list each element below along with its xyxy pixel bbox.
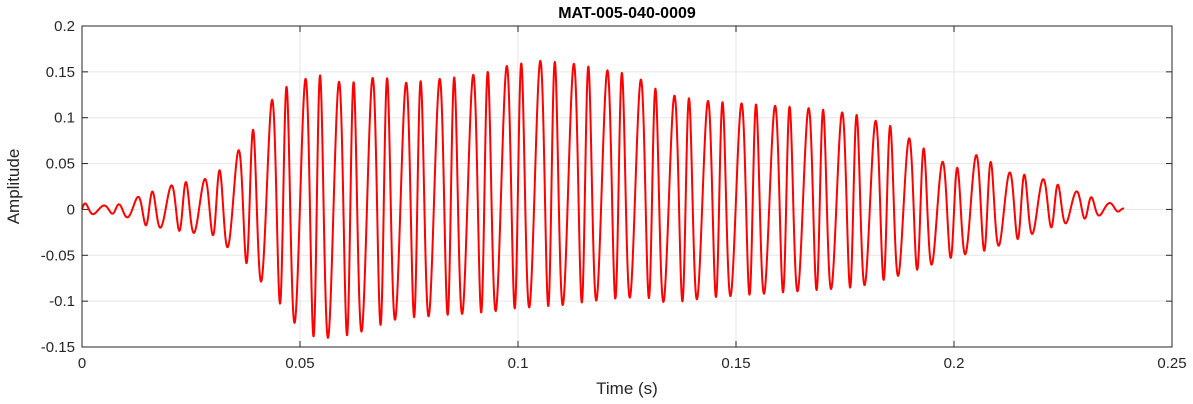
- y-axis: -0.15 -0.1 -0.05 0 0.05 0.1 0.15 0.2: [41, 18, 1172, 356]
- x-tick-label: 0.1: [508, 355, 529, 372]
- series-line: [81, 59, 1125, 339]
- axes-box: [81, 25, 1173, 348]
- x-tick-label: 0.05: [285, 355, 314, 372]
- y-tick-label: 0.15: [46, 64, 75, 81]
- y-tick-label: 0: [67, 201, 75, 218]
- y-tick-label: -0.15: [41, 339, 75, 356]
- y-tick-label: -0.05: [41, 247, 75, 264]
- y-tick-label: 0.1: [54, 110, 75, 127]
- x-tick-label: 0.15: [721, 355, 750, 372]
- chart-title: MAT-005-040-0009: [558, 5, 696, 22]
- y-tick-label: -0.1: [49, 293, 75, 310]
- x-tick-label: 0.2: [944, 355, 965, 372]
- y-tick-label: 0.05: [46, 156, 75, 173]
- y-axis-label: Amplitude: [4, 149, 23, 225]
- y-tick-label: 0.2: [54, 18, 75, 35]
- x-axis-label: Time (s): [596, 379, 658, 398]
- plot-area: [82, 26, 1172, 347]
- x-axis: 0 0.05 0.1 0.15 0.2 0.25: [78, 26, 1187, 372]
- series-group: [81, 59, 1125, 339]
- x-tick-label: 0.25: [1157, 355, 1186, 372]
- x-tick-label: 0: [78, 355, 86, 372]
